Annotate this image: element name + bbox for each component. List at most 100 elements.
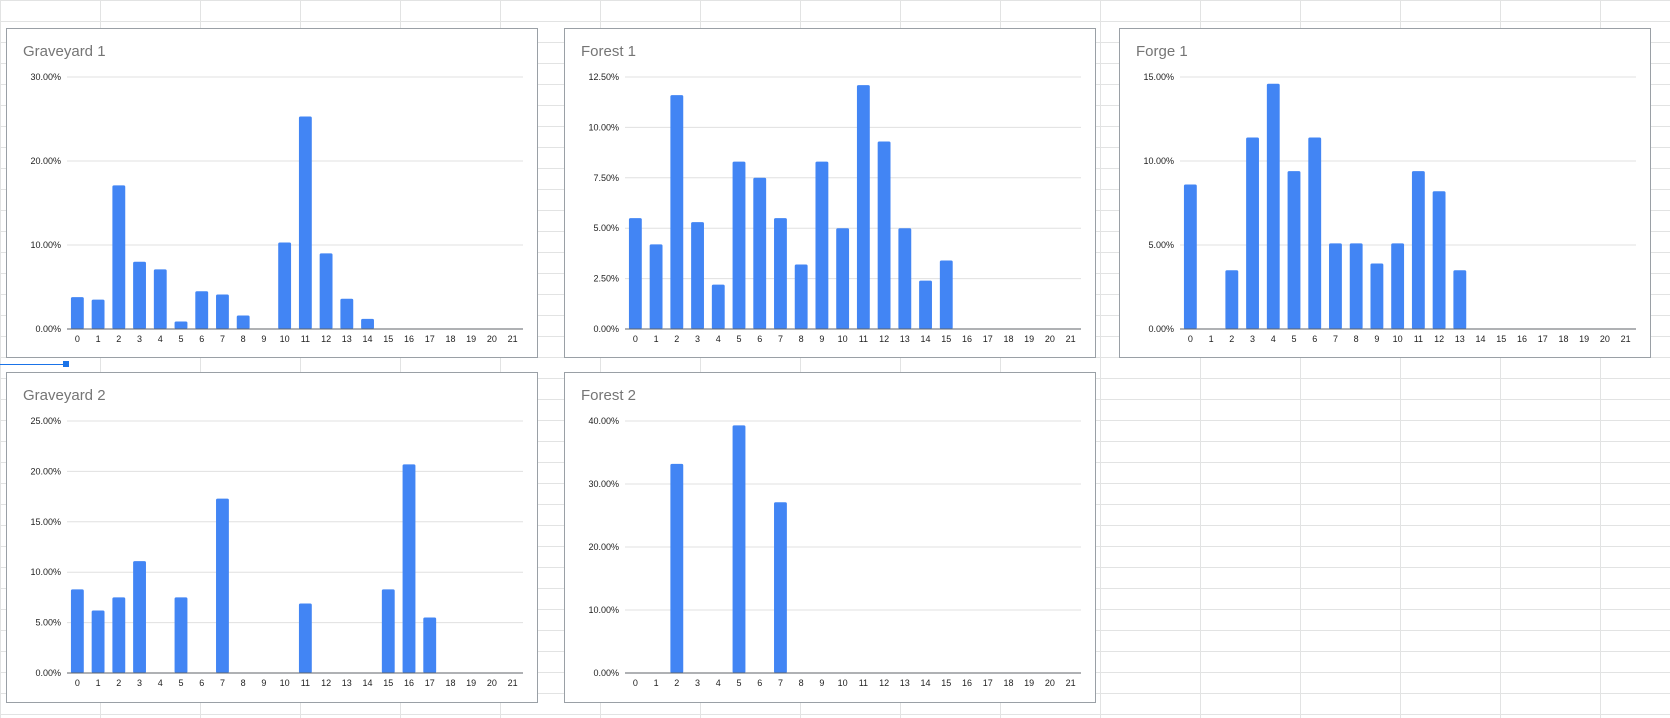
y-tick-label: 0.00% (593, 668, 619, 678)
x-tick-label: 6 (757, 334, 762, 344)
x-tick-label: 1 (96, 334, 101, 344)
bar (919, 280, 932, 329)
x-tick-label: 2 (116, 334, 121, 344)
x-tick-label: 10 (838, 678, 848, 688)
y-tick-label: 5.00% (1148, 240, 1174, 250)
x-tick-label: 16 (962, 678, 972, 688)
x-tick-label: 12 (879, 678, 889, 688)
bar (70, 589, 84, 673)
x-tick-label: 0 (1188, 334, 1193, 344)
x-tick-label: 18 (445, 334, 455, 344)
y-tick-label: 30.00% (588, 479, 619, 489)
bar (216, 294, 229, 329)
x-tick-label: 7 (220, 678, 225, 688)
bar (939, 260, 953, 329)
x-tick-label: 10 (838, 334, 848, 344)
bar (753, 177, 767, 329)
y-tick-label: 5.00% (593, 223, 619, 233)
x-tick-label: 4 (716, 678, 721, 688)
chart-title: Forge 1 (1136, 43, 1188, 60)
x-tick-label: 0 (633, 334, 638, 344)
x-tick-label: 21 (1621, 334, 1631, 344)
x-tick-label: 17 (425, 678, 435, 688)
x-tick-label: 20 (487, 334, 497, 344)
bar (298, 603, 312, 673)
x-tick-label: 19 (1579, 334, 1589, 344)
y-tick-label: 40.00% (588, 416, 619, 426)
bar (133, 261, 146, 329)
x-tick-label: 13 (900, 678, 910, 688)
chart-plot: 0.00%10.00%20.00%30.00%0 1 2 3 4 5 6 7 8 9 10 11 12 1… (30, 72, 523, 344)
bar (1183, 184, 1197, 329)
bar (298, 116, 312, 329)
x-tick-label: 10 (280, 334, 290, 344)
bar (1432, 191, 1446, 329)
bar (628, 218, 642, 329)
x-tick-label: 17 (1538, 334, 1548, 344)
y-tick-label: 10.00% (30, 567, 61, 577)
x-tick-label: 19 (1024, 678, 1034, 688)
bar (381, 589, 395, 673)
bar (732, 425, 746, 673)
x-tick-label: 9 (819, 334, 824, 344)
x-tick-label: 1 (654, 334, 659, 344)
x-tick-label: 3 (695, 678, 700, 688)
x-tick-label: 3 (695, 334, 700, 344)
y-tick-label: 0.00% (593, 324, 619, 334)
x-tick-label: 15 (941, 678, 951, 688)
y-tick-label: 25.00% (30, 416, 61, 426)
x-tick-label: 17 (983, 334, 993, 344)
x-tick-label: 7 (778, 334, 783, 344)
chart-forest-1[interactable]: Forest 1 0.00% 2.50% 5.00% 7.50% 10.00% 12.50… (564, 28, 1096, 358)
bar (319, 253, 333, 329)
x-tick-label: 16 (404, 334, 414, 344)
bar (112, 597, 126, 673)
bar (112, 185, 126, 329)
x-tick-label: 0 (75, 334, 80, 344)
chart-title: Graveyard 2 (23, 387, 106, 404)
x-tick-label: 4 (158, 334, 163, 344)
chart-graveyard-2[interactable]: Graveyard 2 0.00% 5.00% 10.00% 15.00% 20.00%… (6, 372, 538, 703)
bar (1266, 83, 1280, 329)
x-tick-label: 8 (241, 678, 246, 688)
x-tick-label: 4 (158, 678, 163, 688)
x-tick-label: 5 (178, 678, 183, 688)
chart-title: Forest 1 (581, 43, 637, 60)
x-tick-label: 11 (301, 678, 310, 688)
x-tick-label: 2 (116, 678, 121, 688)
y-tick-label: 0.00% (35, 668, 61, 678)
x-tick-label: 8 (799, 334, 804, 344)
x-tick-label: 14 (921, 678, 931, 688)
x-tick-label: 2 (674, 678, 679, 688)
y-tick-label: 10.00% (30, 240, 61, 250)
chart-forge-1[interactable]: Forge 1 0.00% 5.00% 10.00% 15.00% 0 1 2 3 4 5 6 7 8 9… (1119, 28, 1651, 358)
x-tick-label: 15 (383, 678, 393, 688)
y-tick-label: 10.00% (588, 122, 619, 132)
bar (670, 463, 684, 673)
bar (1308, 137, 1322, 329)
bar (216, 498, 229, 673)
bar (236, 315, 250, 329)
x-tick-label: 12 (1434, 334, 1444, 344)
chart-graveyard-1[interactable]: Graveyard 1 0.00% 10.00% 20.00% 30.00% 0 1 2 3 4… (6, 28, 538, 358)
chart-forest-2[interactable]: Forest 2 0.00% 10.00% 20.00% 30.00% 40.00% 0 1… (564, 372, 1096, 703)
bar (1391, 243, 1405, 329)
bar (91, 299, 105, 329)
bar (423, 617, 437, 673)
cell-selection-line (0, 364, 66, 365)
y-tick-label: 20.00% (30, 466, 61, 476)
chart-plot: 0.00%5.00%10.00%15.00%20.00%25.00%0 1 2 3 4 5… (30, 416, 523, 688)
y-tick-label: 10.00% (1143, 156, 1174, 166)
bar (691, 222, 704, 329)
x-tick-label: 10 (280, 678, 290, 688)
x-tick-label: 20 (487, 678, 497, 688)
bar (195, 291, 209, 329)
x-tick-label: 14 (363, 678, 373, 688)
x-tick-label: 11 (301, 334, 310, 344)
cell-selection-handle[interactable] (63, 361, 69, 367)
y-tick-label: 7.50% (593, 173, 619, 183)
x-tick-label: 4 (716, 334, 721, 344)
bar (732, 161, 746, 329)
y-tick-label: 0.00% (35, 324, 61, 334)
x-tick-label: 13 (342, 678, 352, 688)
